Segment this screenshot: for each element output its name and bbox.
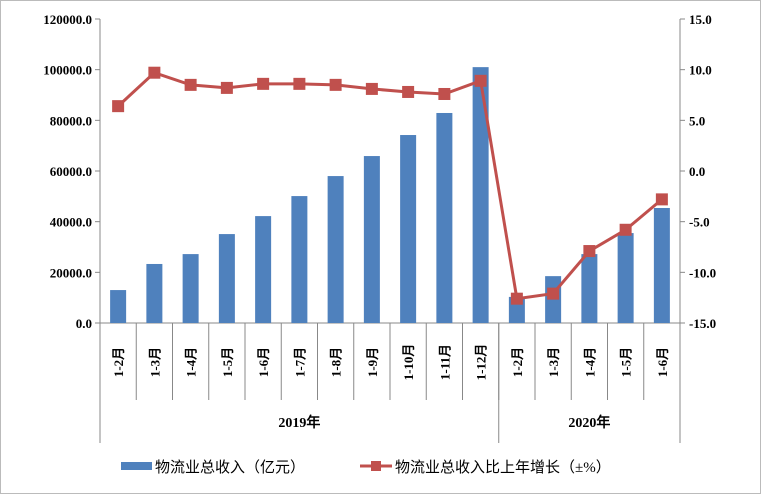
bar [581,254,598,323]
bar [146,263,163,323]
category-label: 1-6月 [655,347,670,377]
right-tick-label: 5.0 [689,113,705,128]
category-label: 1-2月 [510,347,525,377]
category-label: 1-10月 [401,344,416,381]
bar [400,135,417,323]
category-label: 1-8月 [329,347,344,377]
bar [472,67,489,323]
line-marker [655,193,668,206]
left-tick-label: 80000.0 [50,113,92,128]
right-tick-label: 10.0 [689,63,712,78]
bar [182,254,199,323]
category-label: 1-11月 [437,344,452,380]
group-label: 2020年 [568,414,610,431]
legend-line-marker [371,461,381,471]
category-label: 1-9月 [365,347,380,377]
right-tick-label: -15.0 [689,316,716,331]
category-label: 1-5月 [220,347,235,377]
right-tick-label: 15.0 [689,12,712,27]
bar [436,112,453,323]
bar [110,290,127,323]
group-label: 2019年 [278,414,320,431]
legend-bar-swatch [121,462,152,470]
left-tick-label: 20000.0 [50,265,92,280]
line-marker [112,100,125,113]
bar [327,176,344,323]
left-tick-label: 100000.0 [43,63,92,78]
left-tick-label: 120000.0 [43,12,92,27]
bar [291,196,308,323]
line-marker [148,66,161,79]
line-marker [438,87,451,100]
category-label: 1-6月 [256,347,271,377]
line-marker [474,74,487,87]
line-marker [510,292,523,305]
category-label: 1-5月 [619,347,634,377]
right-tick-label: 0.0 [689,164,705,179]
right-tick-label: -5.0 [689,215,710,230]
line-marker [184,78,197,91]
line-marker [402,85,415,98]
legend-bar-label: 物流业总收入（亿元） [155,459,305,476]
bar [218,234,235,323]
line-marker [329,78,342,91]
category-label: 1-12月 [474,344,489,381]
line-marker [220,81,233,94]
right-tick-label: -10.0 [689,265,716,280]
bar [653,207,670,323]
left-tick-label: 0.0 [76,316,92,331]
category-label: 1-2月 [111,347,126,377]
line-marker [293,77,306,90]
bar [617,233,634,323]
line-marker [619,223,632,236]
left-tick-label: 40000.0 [50,215,92,230]
line-marker [257,77,270,90]
legend-line-label: 物流业总收入比上年增长（±%） [395,459,611,476]
growth-line [117,71,663,301]
category-label: 1-4月 [582,347,597,377]
bar [363,156,380,323]
category-label: 1-3月 [147,347,162,377]
line-marker [365,82,378,95]
bar [255,216,272,323]
category-label: 1-4月 [184,347,199,377]
category-label: 1-3月 [546,347,561,377]
left-tick-label: 60000.0 [50,164,92,179]
category-label: 1-7月 [292,347,307,377]
line-marker [547,287,560,300]
line-marker [583,245,596,258]
